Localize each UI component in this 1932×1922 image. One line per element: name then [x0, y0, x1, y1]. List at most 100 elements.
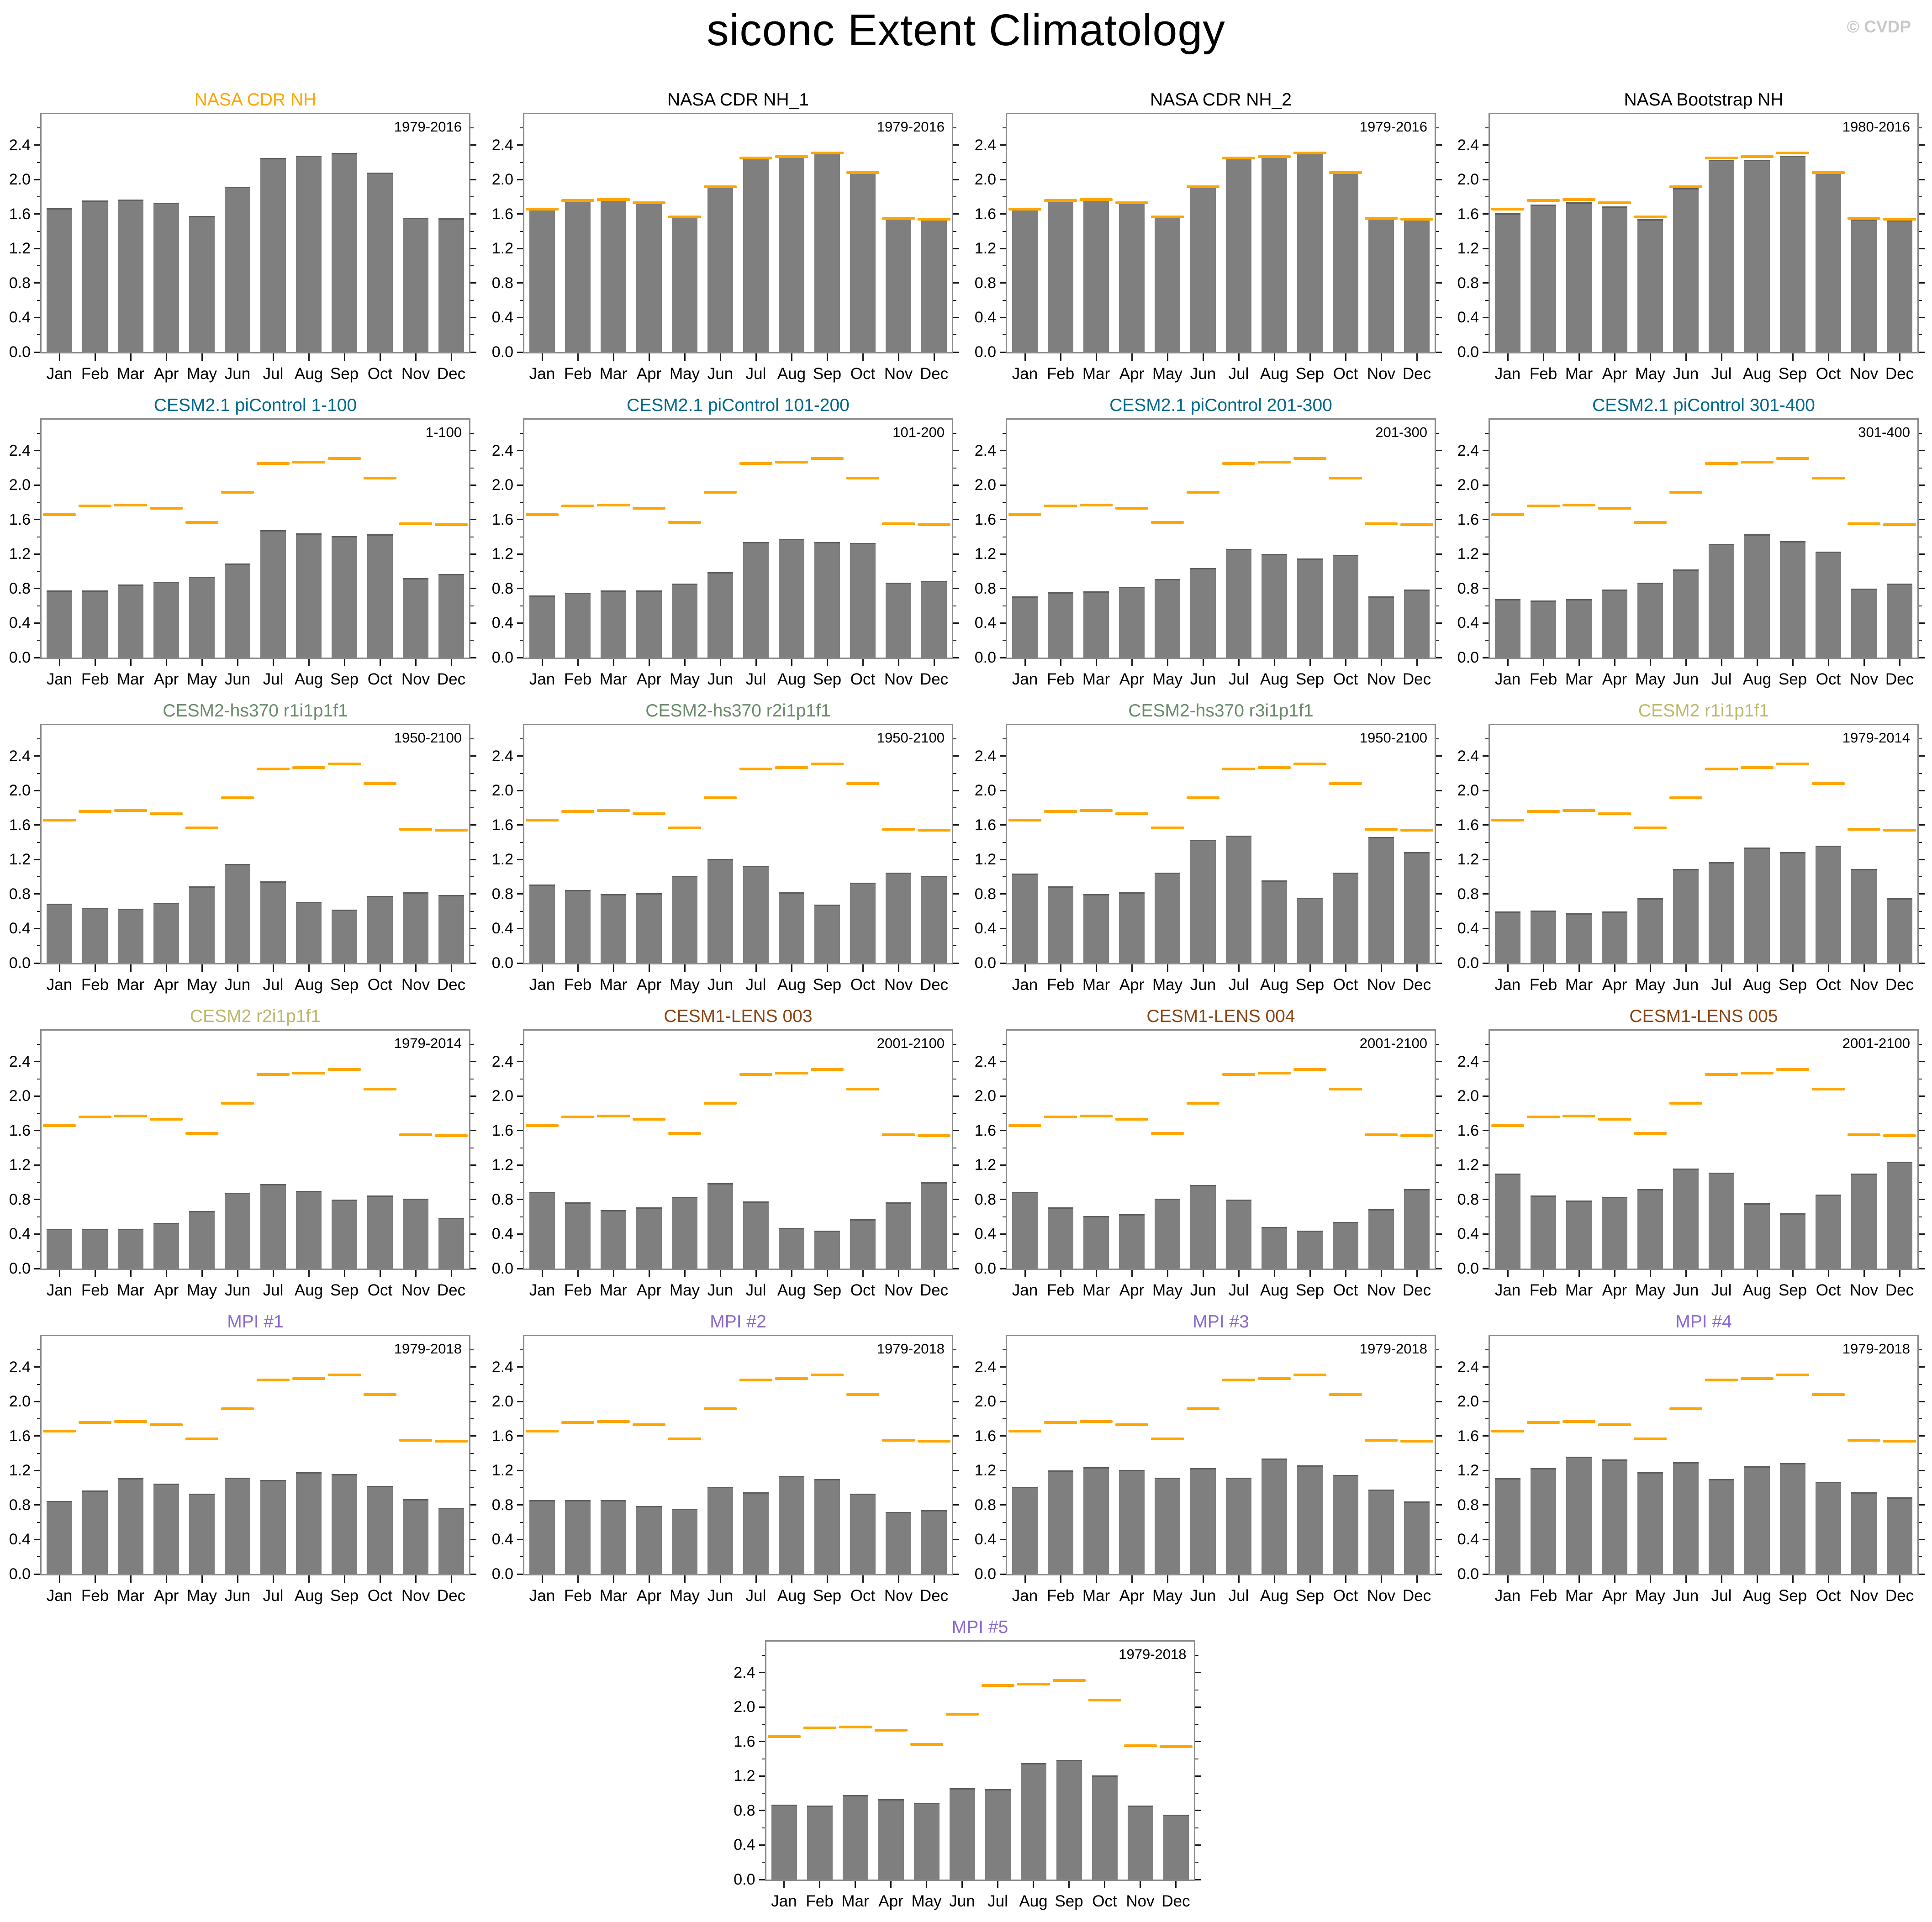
- obs-line: [561, 1115, 594, 1118]
- y-minor-tick: [953, 502, 956, 503]
- y-tick-label: 1.2: [974, 1156, 996, 1174]
- x-tick-label: Dec: [1402, 365, 1431, 383]
- obs-line: [1044, 1421, 1077, 1424]
- x-tick: [1345, 353, 1346, 361]
- x-tick: [415, 353, 417, 361]
- obs-line: [1848, 828, 1880, 831]
- bar: [1048, 1470, 1073, 1574]
- chart-title: CESM2.1 piControl 1-100: [153, 395, 357, 415]
- bar: [1637, 1472, 1663, 1574]
- y-tick: [517, 790, 523, 791]
- chart-title: CESM2-hs370 r3i1p1f1: [1128, 701, 1314, 721]
- y-minor-tick: [1485, 876, 1489, 878]
- x-tick-label: Jun: [224, 1587, 251, 1605]
- y-minor-tick: [1485, 334, 1489, 336]
- y-tick: [1483, 1095, 1489, 1097]
- y-minor-tick: [953, 334, 956, 336]
- x-tick-label: Oct: [850, 976, 876, 994]
- x-tick-label: Jun: [1190, 670, 1216, 688]
- y-tick-label: 0.8: [974, 1496, 996, 1514]
- obs-line: [633, 1118, 665, 1121]
- bar: [1602, 589, 1627, 658]
- bar: [153, 902, 179, 963]
- x-tick: [1507, 1575, 1509, 1583]
- x-tick: [58, 1575, 60, 1583]
- x-tick: [1416, 353, 1418, 361]
- obs-line: [1741, 460, 1774, 463]
- obs-line: [257, 1379, 290, 1382]
- bar: [1226, 158, 1251, 352]
- y-tick: [1483, 144, 1489, 146]
- x-tick-label: May: [1152, 1281, 1183, 1299]
- bar: [1780, 541, 1805, 658]
- x-tick-label: May: [186, 1587, 217, 1605]
- obs-line: [1883, 523, 1916, 527]
- x-tick: [1685, 1270, 1687, 1277]
- x-tick: [897, 964, 899, 972]
- obs-line: [1008, 513, 1041, 516]
- obs-line: [846, 1088, 879, 1091]
- y-tick: [517, 1504, 523, 1506]
- y-tick-label: 0.8: [1457, 885, 1479, 903]
- bar: [779, 892, 804, 963]
- x-tick: [308, 1270, 310, 1277]
- obs-line: [399, 1439, 432, 1442]
- y-tick-label: 1.6: [1457, 816, 1479, 834]
- obs-line: [1562, 1420, 1595, 1423]
- bar: [565, 1202, 591, 1269]
- y-tick-label: 2.0: [9, 782, 31, 800]
- obs-line: [1491, 1124, 1524, 1127]
- chart-title: CESM1-LENS 003: [664, 1006, 813, 1026]
- obs-line: [918, 218, 950, 221]
- x-tick: [684, 1575, 686, 1583]
- x-tick: [1756, 659, 1758, 666]
- obs-line: [1115, 201, 1148, 205]
- plot-area: 0.0 0.4 0.8 1.2 1.6 2.0 2.4 Jan Feb Mar Apr May Jun J…: [1457, 1335, 1925, 1605]
- x-tick-label: Jan: [46, 1281, 73, 1299]
- y-tick: [953, 1233, 959, 1235]
- y-tick: [1483, 351, 1489, 353]
- y-minor-tick: [1919, 1384, 1922, 1385]
- y-tick-label: 0.4: [9, 309, 31, 326]
- y-minor-tick: [1919, 738, 1922, 740]
- obs-line: [526, 513, 559, 516]
- y-tick: [1436, 450, 1442, 452]
- x-tick-label: Mar: [599, 1587, 628, 1605]
- chart-panel: CESM2.1 piControl 201-300 0.0 0.4 0.8 1.2 1.6…: [966, 390, 1448, 695]
- y-tick: [953, 1095, 959, 1097]
- bar: [1816, 1482, 1841, 1574]
- bar: [1368, 837, 1394, 963]
- y-tick: [953, 755, 959, 757]
- x-tick-label: Oct: [367, 365, 393, 383]
- bar: [296, 155, 322, 352]
- y-tick-label: 0.4: [1457, 920, 1479, 937]
- x-tick-label: Mar: [1565, 976, 1593, 994]
- y-tick: [1000, 1401, 1006, 1402]
- bar: [886, 217, 911, 352]
- y-tick: [1483, 588, 1489, 590]
- y-minor-tick: [1919, 1418, 1922, 1420]
- bar: [601, 894, 626, 963]
- obs-line: [1669, 1407, 1702, 1410]
- y-tick-label: 0.0: [9, 954, 31, 972]
- bar: [403, 217, 428, 352]
- x-tick: [165, 1575, 167, 1583]
- y-tick: [953, 962, 959, 964]
- bar: [636, 1506, 662, 1574]
- y-tick: [1919, 790, 1925, 791]
- bar: [1851, 1492, 1877, 1574]
- chart-title: NASA CDR NH: [194, 90, 317, 110]
- y-minor-tick: [470, 127, 474, 129]
- date-range-annotation: 1979-2018: [1842, 1341, 1910, 1357]
- chart-panel: CESM2.1 piControl 101-200 0.0 0.4 0.8 1.2 1.6…: [483, 390, 966, 695]
- plot-area: 0.0 0.4 0.8 1.2 1.6 2.0 2.4 Jan Feb Mar Apr May Jun J…: [9, 418, 476, 688]
- y-tick: [1436, 622, 1442, 624]
- bar: [82, 1229, 108, 1269]
- x-tick: [1238, 1575, 1240, 1583]
- y-minor-tick: [1195, 1724, 1198, 1725]
- y-tick-label: 1.2: [1457, 851, 1479, 869]
- y-tick: [470, 1469, 476, 1471]
- y-minor-tick: [37, 1113, 40, 1114]
- bar: [1637, 898, 1663, 963]
- y-tick: [1919, 858, 1925, 860]
